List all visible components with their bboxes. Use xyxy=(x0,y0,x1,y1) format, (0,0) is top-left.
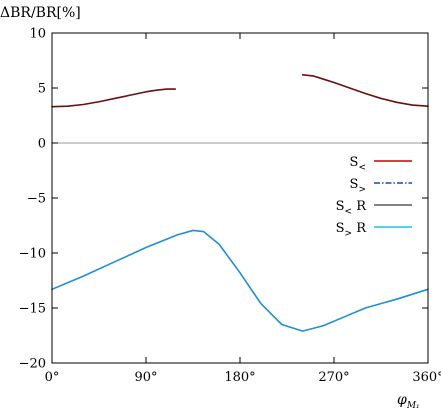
legend-label: S> R xyxy=(336,221,368,239)
plot-frame xyxy=(51,32,429,364)
y-tick-label: −10 xyxy=(19,247,46,262)
y-tick-label: −15 xyxy=(19,302,46,317)
x-tick-label: 180° xyxy=(224,370,255,385)
axes: 0° 90° 180° 270° 360° 10 5 0 −5 −10 −15 −20 ΔBR/BR[%… xyxy=(0,5,441,409)
y-tick-label: −5 xyxy=(27,192,46,207)
series-line-2 xyxy=(51,229,429,332)
legend-label: S< R xyxy=(336,199,368,217)
x-axis-title: φM₁ xyxy=(397,392,420,409)
legend-label: S> xyxy=(350,177,366,195)
x-tick-label: 360° xyxy=(412,370,441,385)
y-axis-title: ΔBR/BR[%] xyxy=(0,5,81,21)
x-tick-label: 0° xyxy=(45,370,60,385)
legend-label: S< xyxy=(350,155,366,173)
y-tick-label: 10 xyxy=(29,27,46,42)
y-tick-label: 5 xyxy=(38,82,46,97)
legend: S< S> S< R S> R xyxy=(336,155,412,239)
x-tick-label: 270° xyxy=(318,370,349,385)
x-tick-label: 90° xyxy=(134,370,157,385)
plot-area xyxy=(51,74,429,332)
y-tick-label: −20 xyxy=(19,357,46,372)
series-line-0 xyxy=(51,88,177,108)
series-line-1 xyxy=(301,74,429,107)
y-tick-label: 0 xyxy=(38,137,46,152)
